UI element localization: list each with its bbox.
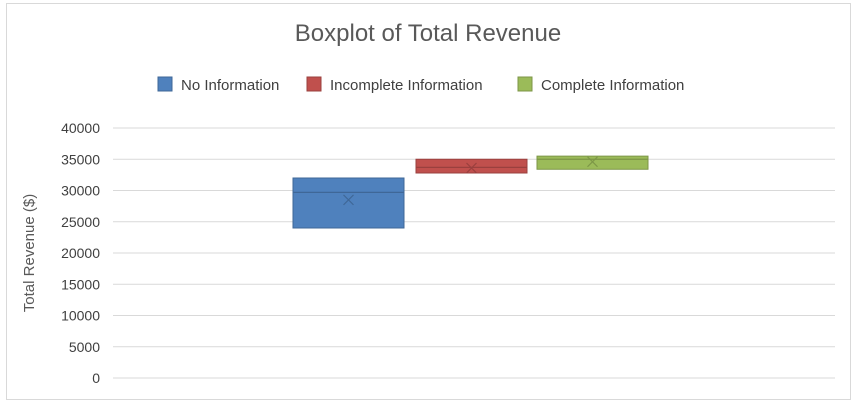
y-axis-label: Total Revenue ($) [21, 194, 38, 312]
y-tick-label: 35000 [61, 151, 100, 167]
y-axis-ticks: 0 5000 10000 15000 20000 25000 30000 35000 40000 [61, 120, 100, 386]
legend: No Information Incomplete Information Comp… [157, 76, 684, 94]
box-iqr [415, 158, 528, 174]
box-2 [536, 155, 649, 170]
grid-lines [113, 127, 835, 379]
box-1 [415, 158, 528, 174]
box-iqr [292, 177, 405, 229]
y-tick-label: 0 [92, 370, 100, 386]
box-series [292, 155, 649, 229]
box-iqr [536, 155, 649, 170]
y-tick-label: 40000 [61, 120, 100, 136]
legend-label: Incomplete Information [330, 77, 483, 94]
y-tick-label: 30000 [61, 183, 100, 199]
mean-marker [466, 162, 477, 174]
mean-marker [587, 156, 598, 168]
y-tick-label: 15000 [61, 276, 100, 292]
box-0 [292, 177, 405, 229]
legend-swatch [306, 76, 322, 92]
legend-swatch [157, 76, 173, 92]
legend-swatch [517, 76, 533, 92]
mean-marker [343, 194, 354, 206]
legend-label: No Information [181, 77, 279, 94]
legend-label: Complete Information [541, 77, 684, 94]
chart-title: Boxplot of Total Revenue [295, 20, 561, 47]
y-tick-label: 5000 [69, 339, 100, 355]
y-tick-label: 10000 [61, 308, 100, 324]
y-tick-label: 20000 [61, 245, 100, 261]
y-tick-label: 25000 [61, 214, 100, 230]
chart-frame [6, 3, 851, 400]
